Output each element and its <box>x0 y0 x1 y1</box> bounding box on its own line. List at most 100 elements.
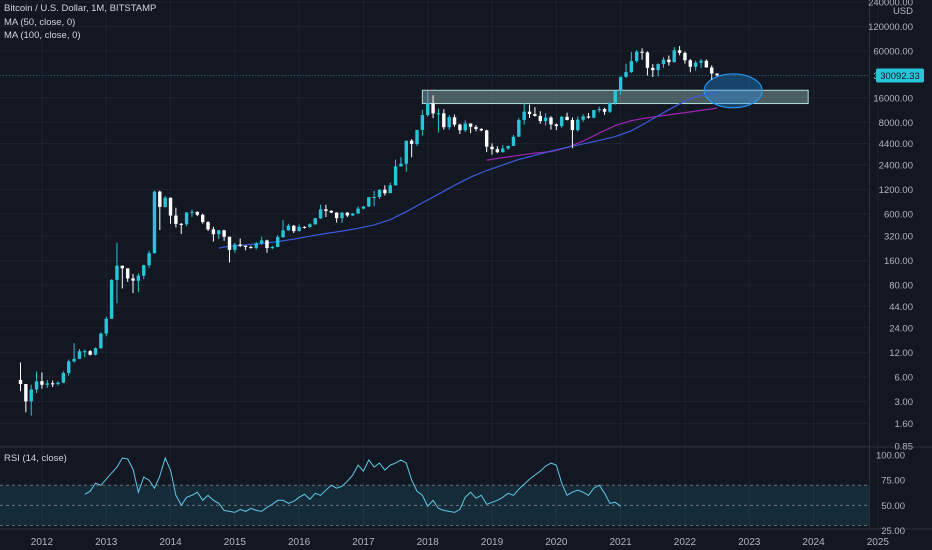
candle-body <box>40 381 44 385</box>
time-tick-label: 2018 <box>417 537 440 548</box>
time-tick-label: 2022 <box>674 537 697 548</box>
candle-body <box>249 246 253 248</box>
candle-body <box>83 351 87 353</box>
candle-body <box>468 123 473 127</box>
candle-body <box>24 384 28 402</box>
price-tick-label: 6.00 <box>895 372 914 383</box>
candle-body <box>426 102 430 116</box>
time-tick-label: 2017 <box>352 537 375 548</box>
candle-body <box>693 62 698 67</box>
price-tick-label: 44.00 <box>889 302 913 313</box>
time-tick-label: 2024 <box>802 537 825 548</box>
candle-body <box>656 64 660 71</box>
candle-body <box>602 109 607 112</box>
candle-body <box>56 382 60 385</box>
candle-body <box>356 208 360 214</box>
time-tick-label: 2016 <box>288 537 311 548</box>
candle-body <box>613 90 617 104</box>
price-tick-label: 16000.00 <box>873 93 913 104</box>
candle-body <box>554 124 559 127</box>
price-tick-label: 0.85 <box>895 442 914 453</box>
candle-body <box>463 123 467 131</box>
candle-body <box>136 275 141 281</box>
candle-body <box>442 113 446 128</box>
symbol-legend: Bitcoin / U.S. Dollar, 1M, BITSTAMP <box>4 3 157 14</box>
candle-body <box>351 213 355 216</box>
time-tick-label: 2014 <box>159 537 182 548</box>
last-price-label: 30092.33 <box>880 71 920 82</box>
candle-body <box>597 109 601 111</box>
candle-body <box>586 116 591 118</box>
price-tick-label: 1.60 <box>895 419 914 430</box>
rsi-legend: RSI (14, close) <box>4 453 67 464</box>
candle-body <box>243 245 248 247</box>
candle-body <box>313 218 317 225</box>
time-tick-label: 2015 <box>224 537 247 548</box>
candle-body <box>302 226 307 228</box>
candle-body <box>45 383 49 385</box>
candle-body <box>618 76 623 91</box>
candle-body <box>415 129 419 144</box>
candle-body <box>388 185 392 194</box>
candle-body <box>206 222 210 230</box>
price-tick-label: 24.00 <box>889 323 913 334</box>
candle-body <box>163 197 167 207</box>
candle-body <box>281 230 285 238</box>
candle-body <box>270 246 275 249</box>
candle-body <box>538 115 542 122</box>
candle-body <box>484 130 489 147</box>
candle-body <box>533 114 537 116</box>
rsi-tick-label: 50.00 <box>881 501 905 512</box>
candle-body <box>501 148 505 153</box>
candle-body <box>109 279 114 319</box>
candle-body <box>29 389 33 402</box>
candle-body <box>581 116 585 120</box>
candle-body <box>297 226 301 232</box>
candle-body <box>624 72 628 77</box>
price-tick-label: 240000.00 <box>868 0 913 9</box>
candle-body <box>238 244 242 246</box>
price-tick-label: 60000.00 <box>873 47 913 58</box>
candle-body <box>383 189 387 194</box>
candle-body <box>667 59 671 63</box>
candle-body <box>88 351 92 355</box>
candle-body <box>409 140 414 144</box>
candle-body <box>549 117 553 125</box>
projection-ellipse[interactable] <box>703 73 763 109</box>
candle-body <box>324 209 328 211</box>
candle-body <box>710 67 714 74</box>
price-tick-label: 2400.00 <box>879 160 913 171</box>
candle-body <box>683 52 687 61</box>
candle-body <box>699 60 703 63</box>
candle-body <box>399 163 403 167</box>
price-tick-label: 1200.00 <box>879 185 913 196</box>
price-tick-label: 160.00 <box>884 256 913 267</box>
price-axis-currency: USD <box>893 6 913 17</box>
candle-body <box>142 265 146 276</box>
time-tick-label: 2012 <box>31 537 54 548</box>
candle-body <box>629 61 634 73</box>
candle-body <box>367 197 371 207</box>
candle-body <box>576 119 580 131</box>
candle-body <box>147 253 151 266</box>
candle-body <box>72 358 76 362</box>
candle-body <box>361 206 366 209</box>
candle-body <box>511 136 516 146</box>
candle-body <box>431 102 435 114</box>
candle-body <box>158 191 162 207</box>
candle-body <box>635 51 639 62</box>
candle-body <box>104 318 108 334</box>
candle-body <box>77 351 82 359</box>
candle-body <box>195 211 200 215</box>
candle-body <box>420 115 425 130</box>
candle-body <box>522 111 526 120</box>
candle-body <box>61 372 66 383</box>
candle-body <box>559 116 564 127</box>
candle-body <box>645 52 650 68</box>
time-tick-label: 2013 <box>95 537 118 548</box>
candle-body <box>174 215 178 224</box>
candle-body <box>18 379 23 385</box>
candle-body <box>211 229 216 235</box>
price-tick-label: 12.00 <box>889 348 913 359</box>
